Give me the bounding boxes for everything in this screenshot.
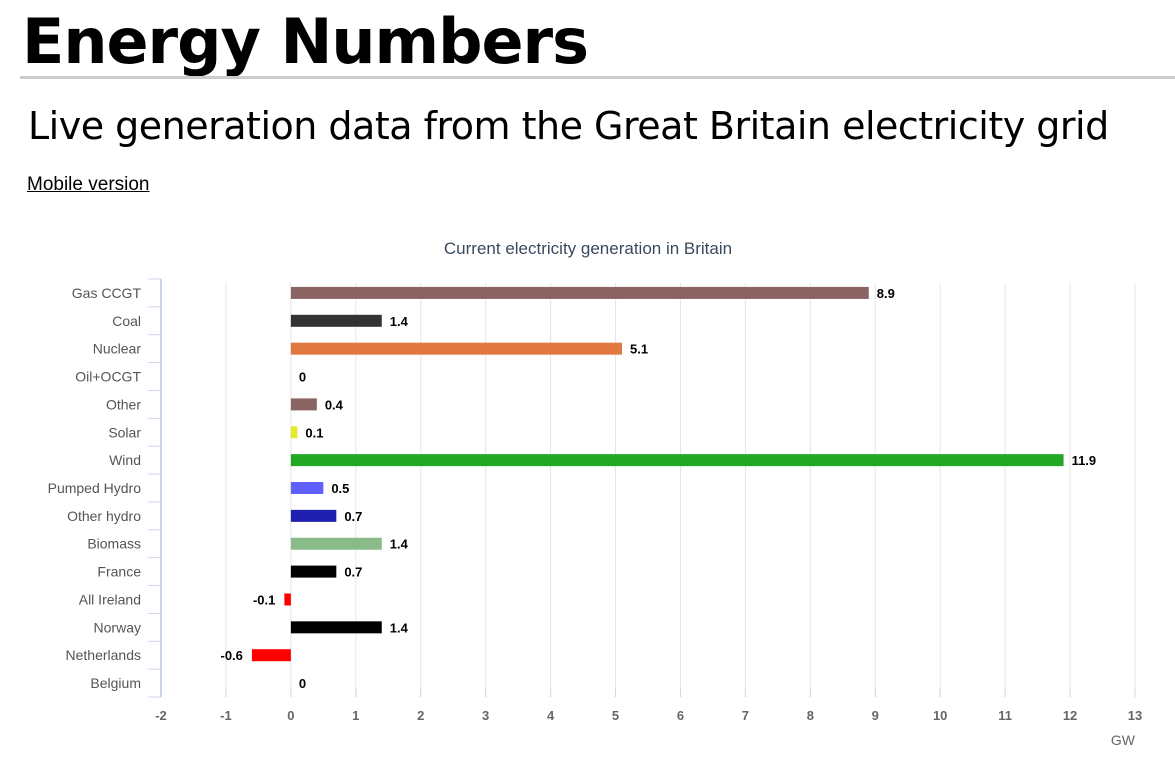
data-label: 8.9 — [877, 286, 895, 301]
x-tick-label: -2 — [155, 708, 167, 723]
x-tick-label: 4 — [547, 708, 555, 723]
category-label: Other — [106, 396, 141, 412]
x-tick-label: 5 — [612, 708, 619, 723]
category-label: All Ireland — [79, 591, 141, 607]
header-divider — [20, 76, 1175, 79]
category-label: France — [97, 564, 141, 580]
x-tick-label: -1 — [220, 708, 232, 723]
x-tick-label: 11 — [998, 708, 1012, 723]
data-label: 0.7 — [344, 509, 362, 524]
data-label: 1.4 — [390, 537, 409, 552]
category-label: Solar — [108, 424, 141, 440]
site-title: Energy Numbers — [22, 5, 589, 78]
category-label: Nuclear — [93, 341, 142, 357]
data-label: 5.1 — [630, 342, 648, 357]
x-tick-label: 0 — [287, 708, 294, 723]
bar — [290, 286, 869, 299]
x-tick-label: 1 — [352, 708, 359, 723]
category-label: Belgium — [90, 675, 141, 691]
category-label: Oil+OCGT — [75, 369, 141, 385]
data-label: 0 — [299, 676, 306, 691]
data-label: 0.4 — [325, 397, 344, 412]
x-tick-label: 13 — [1128, 708, 1142, 723]
mobile-version-link[interactable]: Mobile version — [27, 174, 150, 195]
x-tick-label: 7 — [742, 708, 749, 723]
x-tick-label: 12 — [1063, 708, 1077, 723]
data-label: 1.4 — [390, 620, 409, 635]
category-label: Coal — [112, 313, 141, 329]
category-label: Biomass — [87, 536, 141, 552]
data-label: 0 — [299, 370, 306, 385]
category-label: Other hydro — [67, 508, 141, 524]
x-tick-label: 8 — [807, 708, 814, 723]
x-axis-unit: GW — [1111, 732, 1136, 748]
category-label: Norway — [94, 619, 141, 635]
x-tick-label: 3 — [482, 708, 489, 723]
bar — [290, 621, 382, 634]
bar — [290, 426, 298, 439]
data-label: -0.6 — [221, 648, 243, 663]
bar — [290, 454, 1064, 467]
chart-title: Current electricity generation in Britai… — [444, 239, 732, 258]
data-label: 0.5 — [331, 481, 349, 496]
bar — [284, 593, 291, 606]
bar — [290, 565, 337, 578]
bar — [290, 398, 317, 411]
data-label: 0.7 — [344, 565, 362, 580]
bar — [290, 509, 337, 522]
bar — [290, 482, 324, 494]
x-tick-label: 9 — [872, 708, 879, 723]
category-label: Gas CCGT — [72, 285, 142, 301]
bar — [290, 314, 382, 327]
data-label: 0.1 — [305, 425, 323, 440]
data-label: 11.9 — [1072, 453, 1097, 468]
generation-chart: Current electricity generation in Britai… — [48, 239, 1143, 748]
data-label: 1.4 — [390, 314, 409, 329]
x-tick-label: 6 — [677, 708, 684, 723]
x-tick-label: 2 — [417, 708, 424, 723]
page-subtitle: Live generation data from the Great Brit… — [28, 104, 1109, 148]
x-tick-label: 10 — [933, 708, 947, 723]
category-label: Wind — [109, 452, 141, 468]
category-label: Netherlands — [66, 647, 142, 663]
bar — [290, 537, 382, 550]
data-label: -0.1 — [253, 592, 275, 607]
category-label: Pumped Hydro — [48, 480, 142, 496]
bar — [290, 342, 623, 355]
bar — [251, 649, 291, 662]
